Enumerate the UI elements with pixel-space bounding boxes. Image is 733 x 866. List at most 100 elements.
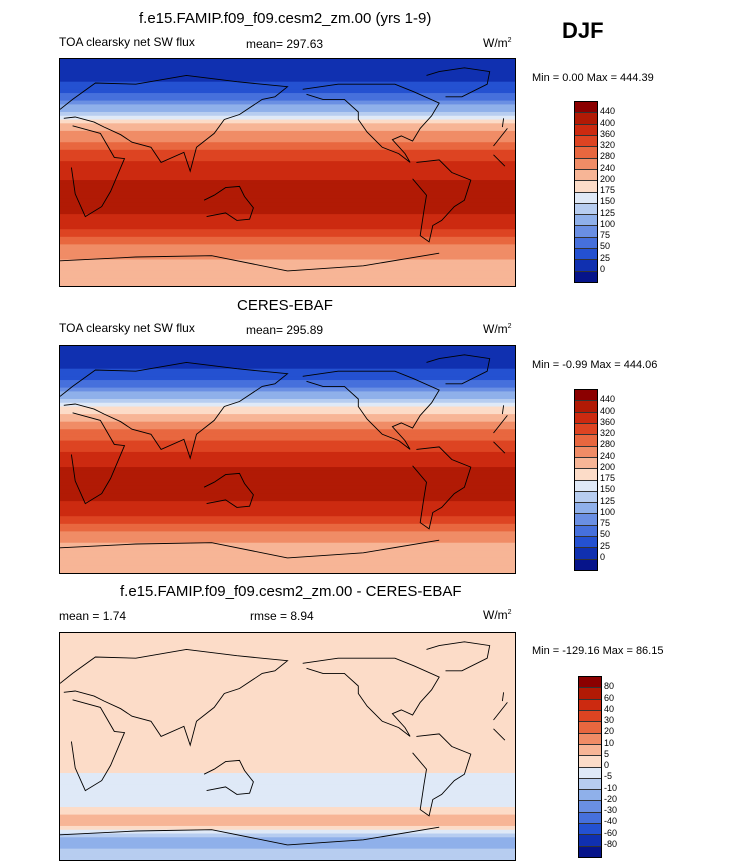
zonal-band (60, 470, 515, 476)
zonal-band (60, 757, 515, 763)
colorbar-swatch (575, 124, 597, 136)
colorbar-tick-label: 50 (600, 241, 611, 252)
zonal-band (60, 436, 515, 442)
colorbar-tick-label: 60 (604, 692, 615, 703)
panel2-map (59, 345, 516, 574)
zonal-band (60, 138, 515, 143)
colorbar-tick-label: 150 (600, 484, 616, 495)
zonal-band (60, 554, 515, 559)
panel2-colorbar-ticks: 440 400 360 320 280 240 200 175 150 125 100 75 50 25 0 (600, 389, 640, 569)
panel3-colorbar-ticks: 80 60 40 30 20 10 5 0 -5 -10 -20 -30 -40 -60 -80 (604, 676, 644, 856)
zonal-band (60, 837, 515, 842)
coastline (493, 728, 506, 741)
zonal-band (60, 663, 515, 668)
zonal-band (60, 168, 515, 174)
panel1-colorbar-ticks: 440 400 360 320 280 240 200 175 150 125 100 75 50 25 0 (600, 101, 640, 281)
zonal-band (60, 96, 515, 102)
zonal-band (60, 459, 515, 464)
zonal-band (60, 70, 515, 75)
colorbar-swatch (575, 147, 597, 159)
coastline (60, 648, 289, 747)
colorbar-swatch (575, 503, 597, 515)
colorbar-swatch (575, 181, 597, 193)
zonal-band (60, 655, 515, 661)
coastline (287, 539, 440, 559)
colorbar-swatch (575, 480, 597, 492)
zonal-band (60, 127, 515, 132)
coastline (426, 354, 491, 385)
colorbar-swatch (575, 548, 597, 560)
colorbar-swatch (575, 192, 597, 204)
zonal-band (60, 542, 515, 548)
zonal-band (60, 444, 515, 449)
zonal-band (60, 274, 515, 280)
zonal-band (60, 172, 515, 177)
colorbar-tick-label: -80 (604, 838, 618, 849)
zonal-band (60, 240, 515, 245)
zonal-band (60, 406, 515, 411)
zonal-band (60, 814, 515, 819)
coastline (203, 472, 254, 508)
colorbar-tick-label: -40 (604, 816, 618, 827)
zonal-band (60, 164, 515, 170)
panel3-mean-label: mean = 1.74 (59, 609, 127, 623)
zonal-band (60, 244, 515, 249)
colorbar-tick-label: 400 (600, 117, 616, 128)
zonal-band (60, 493, 515, 498)
zonal-band (60, 467, 515, 472)
panel3-colorbar (578, 676, 602, 858)
colorbar-tick-label: 360 (600, 128, 616, 139)
coastline (70, 125, 126, 218)
zonal-band (60, 841, 515, 846)
zonal-band (60, 497, 515, 502)
panel3-map-svg (60, 633, 515, 860)
coastline (493, 415, 508, 434)
zonal-band (60, 485, 515, 491)
zonal-band (60, 74, 515, 79)
zonal-band (60, 376, 515, 381)
zonal-band (60, 482, 515, 487)
coastline (287, 252, 440, 272)
colorbar-tick-label: 25 (600, 252, 611, 263)
coastline (302, 370, 440, 450)
zonal-band (60, 807, 515, 812)
zonal-band (60, 77, 515, 83)
zonal-band (60, 214, 515, 219)
zonal-band (60, 349, 515, 355)
zonal-band (60, 153, 515, 158)
zonal-band (60, 229, 515, 234)
zonal-band (60, 248, 515, 253)
zonal-band (60, 100, 515, 105)
zonal-band (60, 810, 515, 816)
zonal-band (60, 217, 515, 223)
zonal-band (60, 66, 515, 71)
colorbar-swatch (575, 260, 597, 272)
colorbar-tick-label: 440 (600, 106, 616, 117)
colorbar-swatch (579, 801, 601, 813)
zonal-band (60, 523, 515, 529)
colorbar-tick-label: 30 (604, 715, 615, 725)
zonal-band (60, 772, 515, 778)
zonal-band (60, 395, 515, 400)
zonal-band (60, 225, 515, 230)
zonal-band (60, 115, 515, 121)
zonal-band (60, 538, 515, 544)
zonal-band (60, 640, 515, 645)
coastline (60, 255, 288, 272)
colorbar-tick-label: -20 (604, 793, 618, 804)
colorbar-tick-label: 175 (600, 473, 616, 483)
zonal-band (60, 433, 515, 438)
colorbar-swatch (575, 469, 597, 481)
colorbar-swatch (575, 435, 597, 447)
colorbar-swatch (575, 423, 597, 436)
zonal-band (60, 738, 515, 744)
zonal-band (60, 270, 515, 276)
zonal-band (60, 712, 515, 717)
colorbar-swatch (579, 767, 601, 779)
coastline (493, 154, 506, 167)
zonal-band (60, 704, 515, 710)
zonal-band (60, 157, 515, 162)
zonal-band (60, 104, 515, 109)
colorbar-swatch (575, 113, 597, 125)
panel3-title: f.e15.FAMIP.f09_f09.cesm2_zm.00 - CERES-… (120, 583, 462, 600)
